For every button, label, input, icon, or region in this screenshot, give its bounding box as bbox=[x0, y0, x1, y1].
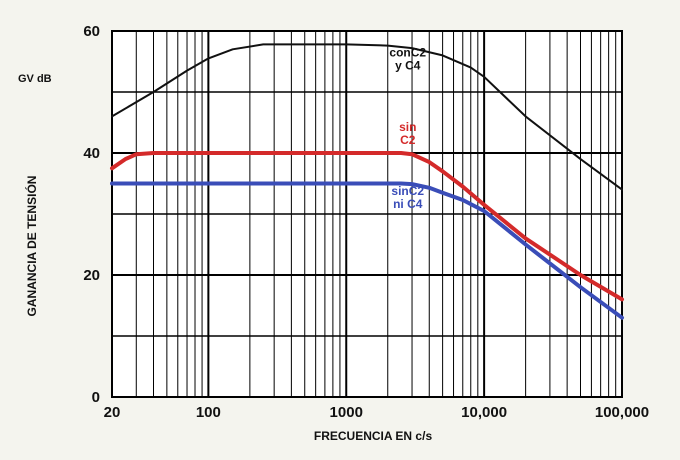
y-axis-title: GANANCIA DE TENSIÓN bbox=[24, 176, 39, 317]
series-line-3 bbox=[110, 181, 624, 320]
series-layer bbox=[110, 43, 624, 320]
x-tick-label: 100,000 bbox=[595, 404, 649, 421]
series-line-2 bbox=[110, 151, 624, 302]
y-tick-label: 40 bbox=[83, 145, 100, 162]
y-unit-label: GV dB bbox=[18, 73, 52, 85]
y-tick-label: 0 bbox=[92, 389, 100, 406]
series-label-2: sin C2 bbox=[399, 120, 416, 147]
series-line-1 bbox=[111, 43, 623, 191]
series-label-1: conC2 y C4 bbox=[389, 46, 426, 73]
major-gridlines bbox=[112, 31, 622, 397]
x-tick-label: 10,000 bbox=[461, 404, 507, 421]
x-tick-label: 100 bbox=[196, 404, 221, 421]
x-axis-title: FRECUENCIA EN c/s bbox=[314, 429, 433, 443]
y-tick-label: 60 bbox=[83, 23, 100, 40]
x-tick-label: 20 bbox=[104, 404, 121, 421]
y-tick-label: 20 bbox=[83, 267, 100, 284]
plot-frame bbox=[111, 30, 623, 398]
x-tick-label: 1000 bbox=[330, 404, 363, 421]
series-labels: conC2 y C4 sin C2 sinC2 ni C4 bbox=[389, 46, 426, 211]
series-label-3: sinC2 ni C4 bbox=[391, 184, 424, 211]
